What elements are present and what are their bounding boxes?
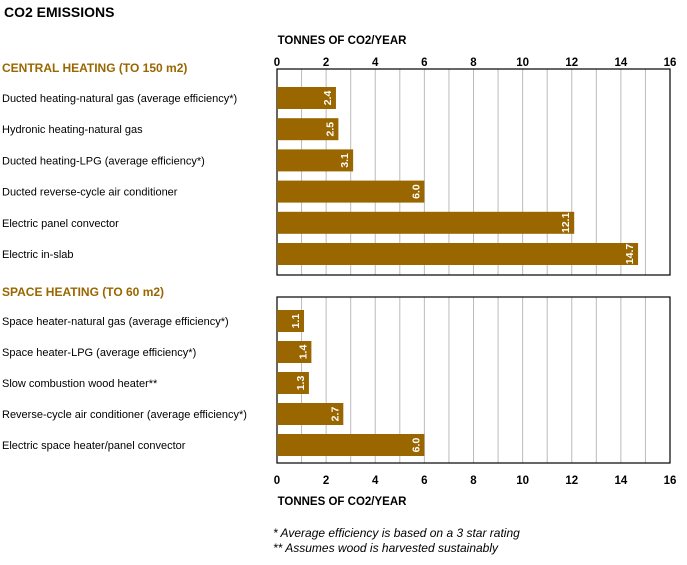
bar-value-label: 2.5: [324, 122, 336, 137]
category-label: Ducted reverse-cycle air conditioner: [2, 187, 178, 199]
x-tick-label: 16: [664, 57, 677, 69]
bottom-axis-label: TONNES OF CO2/YEAR: [278, 496, 408, 508]
x-tick-label: 16: [664, 475, 677, 487]
bar: [277, 434, 425, 456]
x-tick-label: 14: [614, 57, 627, 69]
bar-value-label: 2.7: [329, 407, 341, 422]
bar: [277, 180, 425, 203]
bar: [277, 87, 336, 109]
section-title: CENTRAL HEATING (TO 150 m2): [2, 61, 187, 75]
chart-panel-1: 0 2 4 6 8 10 12 14 16 CENTRAL HEATING (TO 150 m2)…: [2, 57, 677, 276]
chart-panel-2: 0 2 4 6 8 10 12 14 16 SPACE HEATING (TO 60 m2) Spa…: [2, 285, 676, 487]
x-tick-label: 12: [565, 57, 578, 69]
bar: [277, 341, 312, 363]
x-tick-label: 4: [372, 475, 379, 487]
chart-title: CO2 EMISSIONS: [4, 4, 114, 20]
category-label: Space heater-natural gas (average effici…: [2, 316, 229, 328]
top-axis-label: TONNES OF CO2/YEAR: [278, 35, 408, 47]
category-label: Space heater-LPG (average efficiency*): [2, 347, 196, 359]
x-tick-label: 2: [323, 57, 329, 69]
bar: [277, 243, 639, 265]
x-tick-label: 12: [565, 475, 578, 487]
bar-value-label: 14.7: [624, 244, 636, 265]
bar-value-label: 6.0: [410, 184, 422, 199]
x-tick-label: 0: [274, 475, 280, 487]
bar: [277, 211, 575, 234]
x-tick-label: 4: [372, 57, 379, 69]
bar-value-label: 12.1: [560, 212, 572, 233]
x-tick-label: 10: [516, 475, 529, 487]
category-label: Slow combustion wood heater**: [2, 378, 158, 390]
bar-value-label: 1.1: [290, 314, 302, 329]
bar: [277, 403, 344, 425]
x-tick-label: 8: [470, 57, 477, 69]
footnote-efficiency: * Average efficiency is based on a 3 sta…: [273, 526, 520, 540]
category-label: Reverse-cycle air conditioner (average e…: [2, 409, 247, 421]
bar-value-label: 2.4: [322, 91, 334, 106]
x-tick-label: 10: [516, 57, 529, 69]
bar: [277, 118, 339, 141]
bar-value-label: 6.0: [410, 438, 422, 453]
category-label: Ducted heating-LPG (average efficiency*): [2, 155, 205, 167]
plot-frame: [276, 68, 671, 276]
footnote-wood: ** Assumes wood is harvested sustainably: [273, 541, 498, 555]
section-title: SPACE HEATING (TO 60 m2): [2, 285, 164, 299]
x-tick-label: 8: [470, 475, 477, 487]
bar-value-label: 3.1: [339, 153, 351, 168]
x-tick-label: 6: [421, 57, 427, 69]
category-label: Electric panel convector: [2, 218, 119, 230]
bar-value-label: 1.3: [295, 376, 307, 391]
x-tick-label: 14: [614, 475, 627, 487]
bar-value-label: 1.4: [297, 345, 309, 360]
category-label: Electric space heater/panel convector: [2, 440, 186, 452]
category-label: Ducted heating-natural gas (average effi…: [2, 93, 237, 105]
x-tick-label: 6: [421, 475, 427, 487]
category-label: Electric in-slab: [2, 249, 74, 261]
bar: [277, 310, 305, 332]
bar: [277, 372, 309, 394]
bar: [277, 149, 354, 172]
x-tick-label: 2: [323, 475, 329, 487]
x-tick-label: 0: [274, 57, 280, 69]
category-label: Hydronic heating-natural gas: [2, 124, 143, 136]
